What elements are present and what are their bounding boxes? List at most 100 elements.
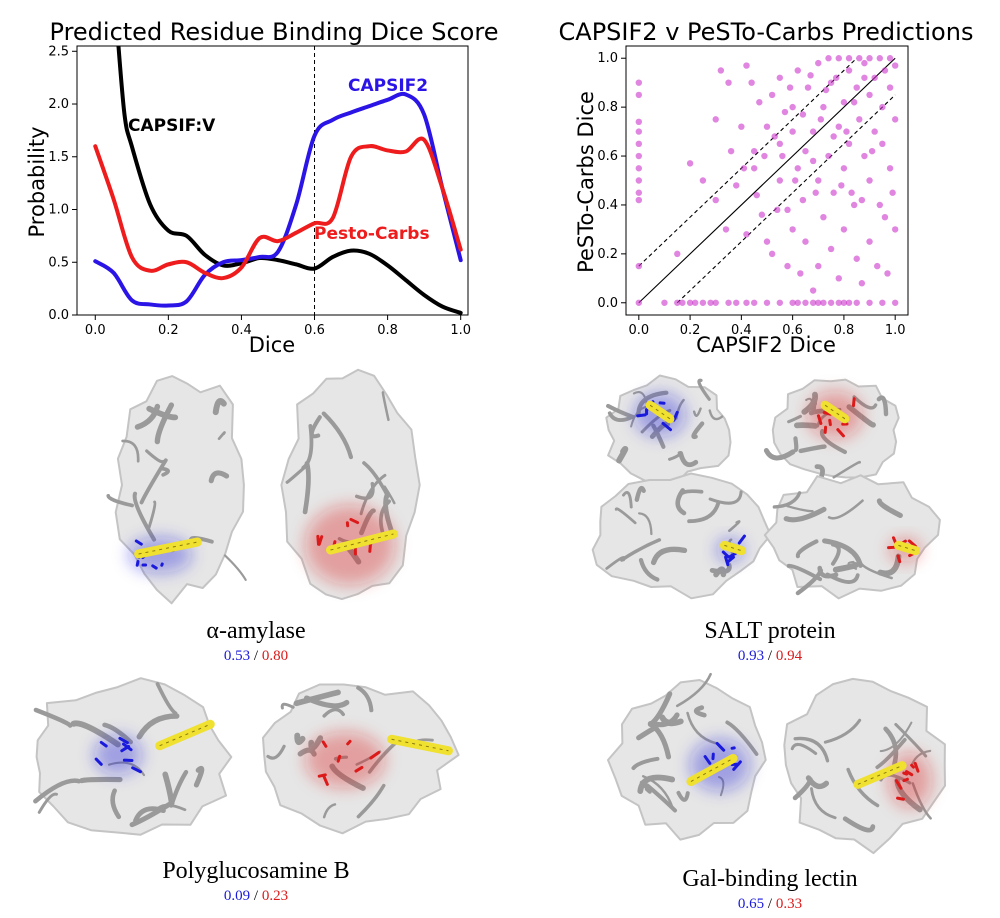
caption-polyglucosamine-b: Polyglucosamine B 0.09 / 0.23 (162, 858, 349, 904)
backbone-ribbon (678, 450, 699, 468)
residue-stick (321, 740, 328, 748)
scatter-point (825, 152, 832, 160)
scatter-point (799, 196, 807, 204)
residue-stick (322, 775, 329, 786)
scatter-point (794, 299, 801, 306)
y-tick-label: 1.0 (597, 51, 618, 66)
carbohydrate-bonds (724, 544, 742, 552)
scatter-point (866, 91, 873, 99)
residue-stick (896, 555, 902, 564)
backbone-ribbon (675, 672, 712, 708)
y-tick-label: 1.5 (48, 150, 69, 165)
residue-stick (703, 755, 712, 765)
y-tick-label: 0.2 (597, 247, 618, 262)
scatter-point (879, 299, 886, 306)
backbone-ribbon (772, 491, 802, 509)
scatter-point (815, 299, 822, 306)
scatter-point (740, 165, 748, 172)
backbone-ribbon (636, 724, 659, 741)
residue-stick (354, 765, 364, 773)
dice-scores: 0.53 / 0.80 (224, 648, 288, 664)
scatter-point (886, 84, 894, 91)
scatter-point (891, 116, 899, 123)
plot-frame (76, 45, 469, 316)
scatter-point (733, 182, 740, 189)
backbone-ribbon (136, 713, 180, 740)
backbone-ribbon (709, 562, 732, 574)
pesto-score: 0.33 (776, 896, 802, 912)
x-tick-label: 0.6 (304, 323, 325, 338)
scatter-point (835, 123, 842, 130)
y-tick-label: 2.5 (48, 44, 69, 59)
scatter-point (750, 147, 758, 155)
residue-stick (336, 754, 342, 763)
y-tick-label: 0.4 (597, 198, 618, 213)
carbohydrate-bonds (898, 544, 916, 552)
scatter-point (761, 152, 768, 160)
scatter-point (820, 213, 827, 221)
backbone-ribbon (798, 444, 827, 454)
residue-stick (118, 736, 129, 745)
backbone-ribbon (133, 806, 166, 824)
backbone-ribbon (293, 689, 341, 707)
scatter-point (845, 55, 853, 62)
backbone-ribbon (795, 568, 824, 596)
backbone-ribbon (647, 691, 673, 727)
residue-stick (737, 534, 746, 545)
annotation-pesto-carbs: Pesto-Carbs (314, 224, 430, 244)
x-tick-label: 0.2 (680, 323, 701, 338)
scatter-point (797, 270, 804, 277)
scatter-point (717, 67, 725, 74)
residue-stick (672, 410, 679, 422)
y-axis-label: PeSTo-Carbs Dice (574, 91, 598, 273)
backbone-ribbon (805, 775, 830, 790)
backbone-ribbon (894, 722, 928, 758)
scatter-point (830, 189, 837, 196)
dice-scores: 0.09 / 0.23 (224, 888, 288, 904)
scatter-point (635, 165, 643, 172)
scatter-point (840, 99, 848, 106)
scatter-point (835, 299, 842, 306)
backbone-ribbon (605, 556, 626, 570)
y-axis-label: Probability (25, 126, 49, 237)
scatter-point (843, 128, 850, 135)
scatter-point (853, 299, 860, 306)
backbone-ribbon (842, 816, 876, 833)
scatter-point (809, 157, 817, 165)
scatter-point (635, 262, 643, 270)
backbone-ribbon (110, 788, 122, 820)
backbone-ribbon (134, 403, 161, 430)
lectin-capsif2 (607, 672, 767, 841)
carbohydrate-ligand (820, 400, 850, 424)
dice-scores: 0.65 / 0.33 (738, 896, 802, 912)
backbone-ribbon (659, 714, 684, 727)
backbone-ribbon (79, 776, 123, 784)
scatter-point (876, 201, 883, 209)
protein-surface (607, 679, 767, 841)
scatter-point (866, 299, 873, 306)
residue-stick (902, 771, 909, 776)
scatter-point (674, 299, 681, 306)
scatter-point (635, 177, 643, 184)
residue-stick (317, 773, 327, 778)
binding-site-glow (888, 752, 932, 808)
chart-title: Predicted Residue Binding Dice Score (50, 18, 499, 46)
scatter-point (674, 250, 681, 258)
residue-stick (907, 539, 918, 548)
backbone-ribbon (106, 494, 134, 508)
backbone-ribbon (876, 498, 903, 519)
pesto-score: 0.94 (776, 648, 803, 664)
salt-pesto-bottom (763, 474, 941, 600)
scatter-point (758, 211, 766, 218)
residue-stick (904, 770, 914, 777)
backbone-ribbon (708, 490, 743, 505)
x-tick-label: 0.8 (377, 323, 398, 338)
scatter-point (861, 74, 868, 81)
scatter-point (725, 299, 732, 306)
scatter-point (799, 111, 807, 118)
scatter-point (792, 177, 799, 184)
plot-frame (625, 45, 909, 316)
backbone-ribbon (793, 436, 799, 453)
residue-stick (894, 779, 903, 790)
